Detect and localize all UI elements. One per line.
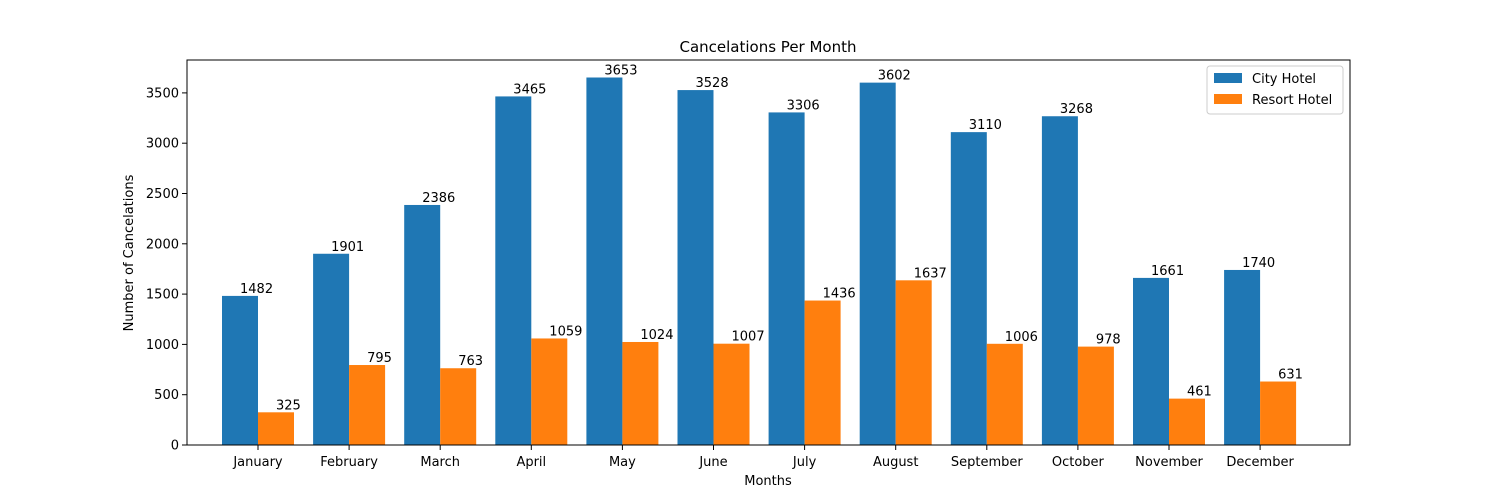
data-label-resort-hotel-january: 325 [276,398,301,413]
data-label-resort-hotel-september: 1006 [1005,330,1038,345]
bar-city-hotel-august [859,82,896,445]
data-label-resort-hotel-february: 795 [367,351,392,366]
y-axis-label: Number of Cancelations [122,174,137,331]
y-tick-label-1000: 1000 [146,338,179,353]
y-tick-label-3000: 3000 [146,137,179,152]
x-tick-label-july: July [792,455,817,470]
data-label-city-hotel-november: 1661 [1151,264,1184,279]
data-label-city-hotel-july: 3306 [787,98,820,113]
data-label-resort-hotel-march: 763 [458,354,483,369]
bar-resort-hotel-january [258,412,294,445]
data-label-resort-hotel-july: 1436 [823,287,856,302]
bars-layer [222,77,1297,446]
bar-resort-hotel-july [804,300,841,445]
legend-label-city-hotel: City Hotel [1252,72,1316,87]
bar-resort-hotel-october [1077,346,1114,445]
data-label-resort-hotel-october: 978 [1096,333,1121,348]
bar-resort-hotel-november [1169,398,1205,445]
y-tick-label-2500: 2500 [146,187,179,202]
legend-label-resort-hotel: Resort Hotel [1252,93,1332,108]
x-axis: January February March April May June July Augu… [232,445,1294,470]
chart-title: Cancelations Per Month [679,38,856,56]
x-tick-label-june: June [698,455,727,470]
data-label-city-hotel-december: 1740 [1242,256,1275,271]
bar-city-hotel-april [495,96,532,446]
data-label-city-hotel-august: 3602 [878,69,911,84]
bar-city-hotel-september [950,132,987,445]
bar-city-hotel-june [677,90,714,445]
data-label-city-hotel-february: 1901 [331,240,364,255]
data-label-city-hotel-april: 3465 [513,82,546,97]
bar-city-hotel-july [768,112,805,445]
bar-city-hotel-november [1133,277,1169,445]
bar-city-hotel-march [404,204,441,445]
bar-city-hotel-january [222,295,258,445]
data-label-resort-hotel-december: 631 [1278,368,1303,383]
bar-resort-hotel-september [986,343,1023,445]
data-label-city-hotel-january: 1482 [240,282,273,297]
y-tick-label-3500: 3500 [146,86,179,101]
data-label-city-hotel-may: 3653 [604,64,637,79]
data-label-resort-hotel-may: 1024 [640,328,673,343]
data-label-city-hotel-september: 3110 [969,118,1002,133]
x-axis-label: Months [744,474,792,489]
x-tick-label-march: March [420,455,460,470]
legend-swatch-resort-hotel [1214,94,1242,104]
legend: City Hotel Resort Hotel [1206,65,1344,115]
x-tick-label-november: November [1135,455,1203,470]
bar-resort-hotel-february [349,365,386,445]
x-tick-label-april: April [516,455,546,470]
y-tick-label-500: 500 [154,388,179,403]
data-label-resort-hotel-november: 461 [1187,385,1212,400]
legend-swatch-city-hotel [1214,73,1242,83]
data-label-resort-hotel-april: 1059 [549,324,582,339]
x-tick-label-december: December [1226,455,1294,470]
x-tick-label-may: May [609,455,636,470]
data-label-resort-hotel-june: 1007 [732,330,765,345]
y-tick-label-0: 0 [171,439,179,454]
y-tick-label-1500: 1500 [146,288,179,303]
x-tick-label-january: January [232,455,283,470]
data-label-city-hotel-march: 2386 [422,191,455,206]
x-tick-label-august: August [873,455,919,470]
bar-resort-hotel-may [622,341,659,445]
y-axis: 0 500 1000 1500 2000 2500 3000 3500 [146,86,187,454]
data-label-resort-hotel-august: 1637 [914,266,947,281]
bar-city-hotel-october [1041,116,1078,445]
x-tick-label-february: February [320,455,378,470]
bar-city-hotel-december [1224,269,1261,445]
bar-resort-hotel-june [713,343,750,445]
bar-resort-hotel-april [531,338,568,445]
plot-frame [186,59,1351,446]
x-tick-label-october: October [1052,455,1105,470]
bar-resort-hotel-december [1260,381,1297,445]
bar-resort-hotel-march [440,368,477,445]
bar-city-hotel-february [313,253,350,445]
data-labels-layer: 1482 1901 2386 3465 3653 3528 3306 3602 3110 3268… [240,64,1303,414]
bar-city-hotel-may [586,77,623,445]
data-label-city-hotel-june: 3528 [696,76,729,91]
bar-resort-hotel-august [895,280,932,445]
y-tick-label-2000: 2000 [146,237,179,252]
data-label-city-hotel-october: 3268 [1060,102,1093,117]
x-tick-label-september: September [951,455,1024,470]
